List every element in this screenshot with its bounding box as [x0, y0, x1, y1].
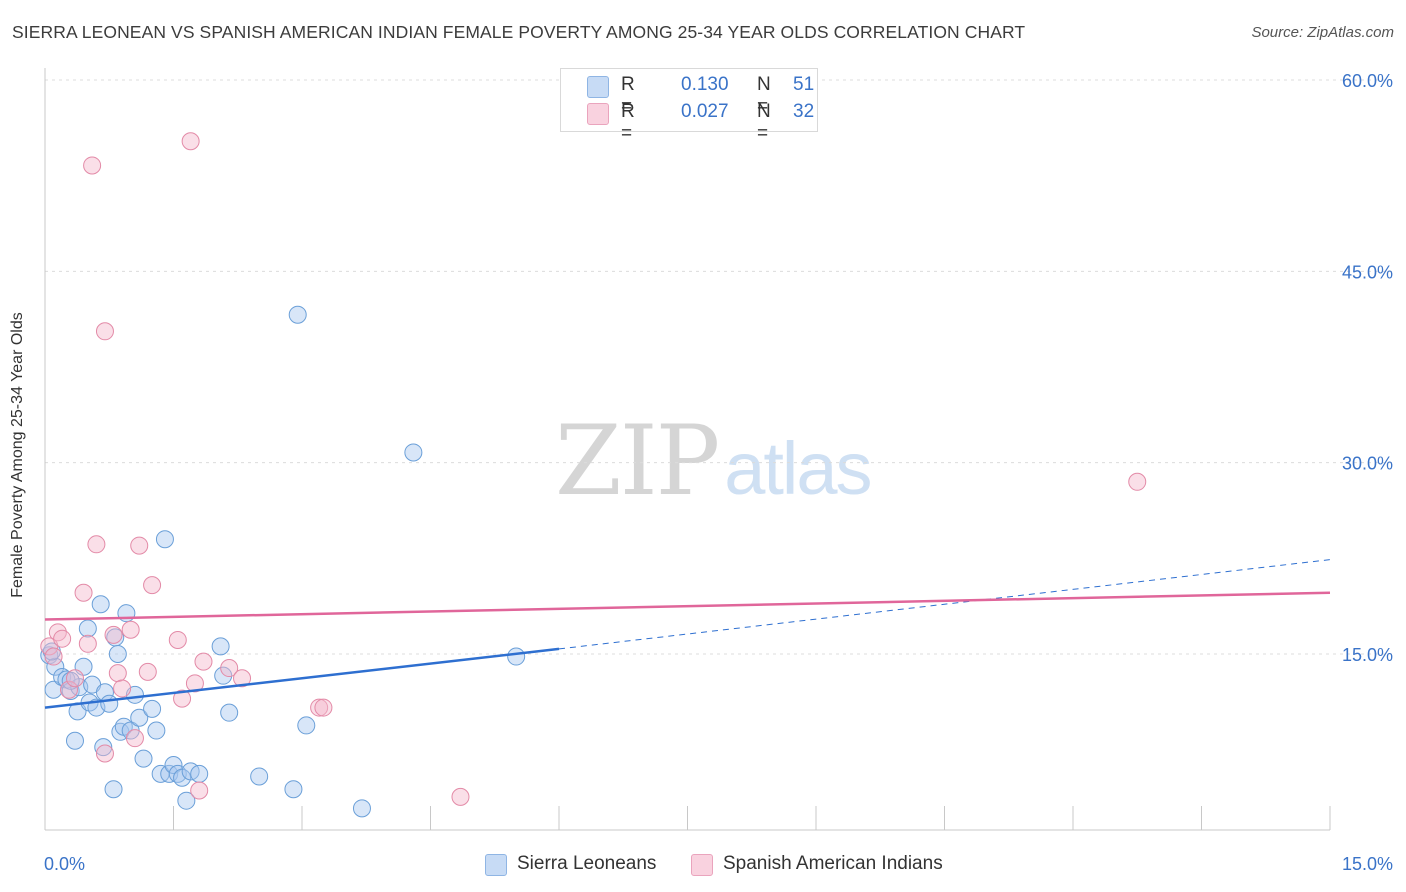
point-spanish-american-indian [190, 781, 209, 800]
legend-n-label: N = [757, 101, 771, 144]
legend-n-value: 32 [793, 101, 815, 122]
point-sierra-leonean [155, 530, 174, 549]
point-spanish-american-indian [233, 669, 252, 688]
y-tick-label: 30.0% [1342, 454, 1393, 474]
legend-swatch-spanish [691, 854, 713, 876]
point-spanish-american-indian [95, 744, 114, 763]
point-spanish-american-indian [143, 576, 162, 595]
legend-r-value: 0.027 [681, 101, 729, 122]
point-sierra-leonean [143, 699, 162, 718]
point-sierra-leonean [134, 749, 153, 768]
legend-label-sierra: Sierra Leoneans [517, 853, 657, 874]
watermark-atlas: atlas [724, 427, 872, 510]
point-spanish-american-indian [220, 659, 239, 678]
legend-n-value: 51 [793, 74, 815, 95]
legend-swatch-sierra [485, 854, 507, 876]
point-spanish-american-indian [87, 535, 106, 554]
point-spanish-american-indian [310, 698, 329, 717]
y-tick-label: 45.0% [1342, 262, 1393, 282]
point-sierra-leonean [78, 619, 97, 638]
point-sierra-leonean [65, 731, 84, 750]
point-spanish-american-indian [194, 652, 213, 671]
watermark: ZIPatlas [555, 405, 873, 517]
point-sierra-leonean [130, 708, 149, 727]
point-spanish-american-indian [95, 322, 114, 341]
point-spanish-american-indian [125, 729, 144, 748]
legend-stats: R = 0.130 N = 51 R = 0.027 N = 32 [560, 68, 818, 144]
point-sierra-leonean [352, 799, 371, 818]
trendline-spanish-american-indian [44, 591, 1331, 621]
point-sierra-leonean [100, 694, 119, 713]
point-spanish-american-indian [59, 680, 78, 699]
point-sierra-leonean [190, 764, 209, 783]
point-sierra-leonean [177, 791, 196, 810]
legend-r-label: R = [621, 101, 635, 144]
legend-swatch-spanish [587, 103, 609, 125]
point-spanish-american-indian [1128, 472, 1147, 491]
trendline-sierra-leonean-projection [558, 559, 1331, 650]
point-sierra-leonean [108, 645, 127, 663]
point-spanish-american-indian [130, 536, 149, 555]
point-sierra-leonean [91, 595, 110, 614]
y-tick-label: 60.0% [1342, 71, 1393, 91]
point-spanish-american-indian [104, 625, 123, 644]
point-spanish-american-indian [173, 689, 192, 708]
point-spanish-american-indian [78, 634, 97, 653]
point-spanish-american-indian [53, 629, 72, 648]
y-axis-label: Female Poverty Among 25-34 Year Olds [9, 312, 26, 598]
y-tick-label: 15.0% [1342, 645, 1393, 665]
chart-title: SIERRA LEONEAN VS SPANISH AMERICAN INDIA… [12, 22, 1026, 42]
point-sierra-leonean [288, 305, 307, 324]
point-spanish-american-indian [451, 787, 470, 806]
point-sierra-leonean [220, 703, 239, 722]
point-spanish-american-indian [138, 662, 157, 681]
point-sierra-leonean [94, 738, 113, 757]
point-spanish-american-indian [185, 674, 204, 693]
point-spanish-american-indian [65, 669, 84, 688]
legend-swatch-sierra [587, 76, 609, 98]
point-spanish-american-indian [83, 156, 102, 175]
watermark-zip: ZIP [555, 405, 720, 517]
point-spanish-american-indian [168, 630, 187, 649]
legend-n-label: N = [757, 74, 771, 117]
point-spanish-american-indian [108, 664, 127, 683]
legend-r-value: 0.130 [681, 74, 729, 95]
point-spanish-american-indian [44, 647, 63, 666]
point-sierra-leonean [404, 443, 423, 462]
legend-label-spanish: Spanish American Indians [723, 853, 943, 874]
point-sierra-leonean [297, 716, 316, 735]
point-sierra-leonean [147, 721, 166, 740]
trendline-sierra-leonean [44, 647, 560, 709]
point-spanish-american-indian [314, 698, 333, 717]
legend-series: Sierra Leoneans Spanish American Indians [0, 852, 1406, 880]
point-spanish-american-indian [113, 679, 132, 698]
point-spanish-american-indian [121, 620, 140, 639]
point-spanish-american-indian [181, 132, 200, 151]
x-tick-label: 0.0% [44, 854, 85, 874]
point-sierra-leonean [164, 755, 183, 774]
point-sierra-leonean [250, 767, 269, 786]
point-spanish-american-indian [74, 583, 93, 602]
point-sierra-leonean [284, 780, 303, 799]
point-sierra-leonean [104, 780, 123, 799]
point-sierra-leonean [507, 647, 526, 666]
x-tick-label: 15.0% [1342, 854, 1393, 874]
legend-r-label: R = [621, 74, 635, 117]
source-label: Source: ZipAtlas.com [1251, 24, 1394, 41]
point-sierra-leonean [211, 637, 230, 656]
